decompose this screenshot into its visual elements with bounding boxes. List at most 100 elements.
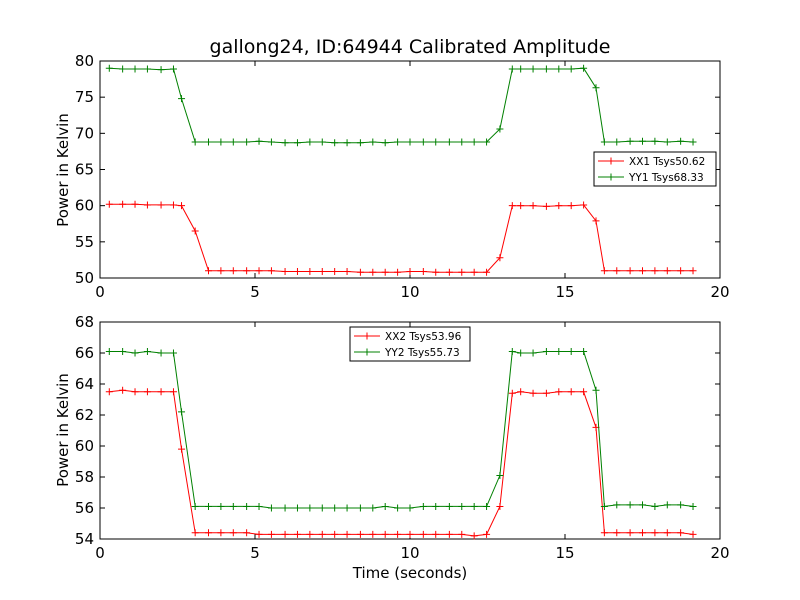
data-point bbox=[651, 267, 659, 275]
data-point bbox=[555, 65, 563, 73]
data-point bbox=[496, 502, 504, 510]
data-point bbox=[119, 347, 127, 355]
data-point bbox=[483, 268, 491, 276]
chart-panel-2: 0 5 10 15 20 54 56 58 60 62 64 66 68 Power in Kelvin T… bbox=[54, 313, 730, 582]
data-point bbox=[689, 267, 697, 275]
data-point bbox=[281, 267, 289, 275]
data-point bbox=[343, 530, 351, 538]
data-point bbox=[517, 349, 525, 357]
data-point bbox=[229, 267, 237, 275]
y-tick-label: 80 bbox=[75, 52, 94, 70]
data-point bbox=[592, 84, 600, 92]
data-point bbox=[217, 138, 225, 146]
data-point bbox=[600, 529, 608, 537]
data-point bbox=[406, 267, 414, 275]
x-axis-label: Time (seconds) bbox=[352, 564, 468, 582]
data-point bbox=[458, 530, 466, 538]
data-point bbox=[677, 137, 685, 145]
y-axis-label: Power in Kelvin bbox=[54, 113, 72, 227]
data-point bbox=[356, 268, 364, 276]
data-point bbox=[542, 389, 550, 397]
data-point bbox=[318, 138, 326, 146]
data-point bbox=[318, 267, 326, 275]
data-point bbox=[318, 530, 326, 538]
data-point bbox=[406, 530, 414, 538]
data-point bbox=[651, 137, 659, 145]
data-point bbox=[229, 138, 237, 146]
data-point bbox=[306, 267, 314, 275]
y-tick-label: 50 bbox=[75, 269, 94, 287]
data-point bbox=[626, 529, 634, 537]
legend-marker bbox=[363, 348, 371, 356]
data-point bbox=[131, 388, 139, 396]
data-point bbox=[255, 502, 263, 510]
data-point bbox=[529, 389, 537, 397]
legend-marker bbox=[607, 173, 615, 181]
data-point bbox=[267, 504, 275, 512]
data-point bbox=[356, 504, 364, 512]
data-point bbox=[483, 138, 491, 146]
data-point bbox=[419, 138, 427, 146]
data-point bbox=[567, 388, 575, 396]
data-point bbox=[369, 530, 377, 538]
data-point bbox=[529, 202, 537, 210]
legend-label: XX2 Tsys53.96 bbox=[385, 331, 462, 343]
data-point bbox=[432, 502, 440, 510]
data-point bbox=[178, 95, 186, 103]
data-point bbox=[205, 138, 212, 146]
data-point bbox=[445, 502, 453, 510]
data-point bbox=[600, 502, 608, 510]
data-point bbox=[663, 529, 671, 537]
data-point bbox=[458, 502, 466, 510]
data-point bbox=[394, 268, 402, 276]
data-point bbox=[432, 138, 440, 146]
data-point bbox=[157, 388, 165, 396]
data-point bbox=[119, 65, 127, 73]
legend-label: YY2 Tsys55.73 bbox=[384, 347, 460, 359]
data-point bbox=[508, 389, 516, 397]
x-tick-label: 20 bbox=[710, 544, 729, 562]
data-point bbox=[445, 138, 453, 146]
data-point bbox=[293, 139, 301, 147]
data-point bbox=[496, 125, 504, 133]
data-point bbox=[267, 138, 275, 146]
series-1 bbox=[105, 386, 697, 540]
data-point bbox=[169, 65, 177, 73]
data-point bbox=[613, 138, 621, 146]
y-tick-label: 62 bbox=[75, 406, 94, 424]
legend-box bbox=[593, 151, 717, 187]
data-point bbox=[105, 347, 113, 355]
data-point bbox=[651, 529, 659, 537]
data-point bbox=[394, 530, 402, 538]
data-point bbox=[306, 530, 314, 538]
data-point bbox=[470, 532, 478, 540]
legend-box bbox=[349, 326, 471, 362]
data-point bbox=[217, 267, 225, 275]
data-point bbox=[663, 267, 671, 275]
data-point bbox=[331, 267, 339, 275]
data-point bbox=[191, 227, 199, 235]
x-tick-label: 10 bbox=[400, 283, 419, 301]
data-point bbox=[157, 66, 165, 74]
data-point bbox=[445, 530, 453, 538]
x-tick-label: 15 bbox=[555, 283, 574, 301]
data-point bbox=[419, 267, 427, 275]
data-point bbox=[483, 502, 491, 510]
data-point bbox=[677, 529, 685, 537]
data-point bbox=[119, 386, 127, 394]
data-point bbox=[343, 504, 351, 512]
data-point bbox=[205, 267, 212, 275]
data-point bbox=[105, 200, 113, 208]
data-point bbox=[651, 502, 659, 510]
data-point bbox=[293, 530, 301, 538]
data-point bbox=[406, 138, 414, 146]
data-point bbox=[157, 349, 165, 357]
data-point bbox=[470, 138, 478, 146]
legend-label: XX1 Tsys50.62 bbox=[629, 156, 705, 168]
x-tick-label: 5 bbox=[250, 283, 260, 301]
data-point bbox=[626, 267, 634, 275]
x-tick-label: 0 bbox=[95, 283, 105, 301]
legend-marker bbox=[363, 332, 371, 340]
data-point bbox=[567, 65, 575, 73]
data-point bbox=[542, 347, 550, 355]
